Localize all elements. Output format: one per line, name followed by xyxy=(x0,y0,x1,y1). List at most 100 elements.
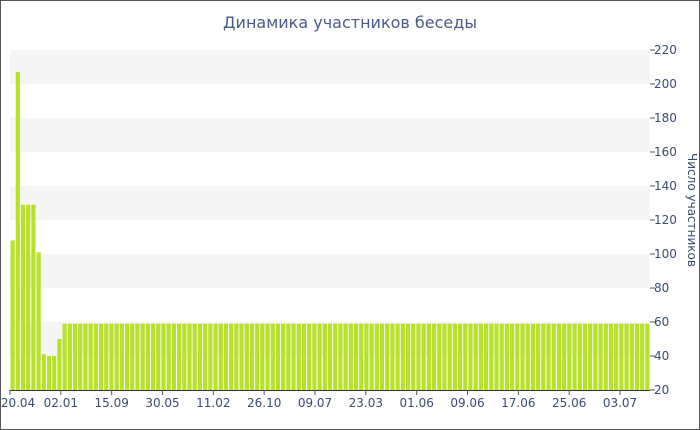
x-tick-label: 09.06 xyxy=(450,396,484,410)
bar xyxy=(130,323,135,390)
bar xyxy=(239,323,244,390)
bar xyxy=(197,323,203,390)
bar xyxy=(614,323,619,390)
bar xyxy=(83,323,88,390)
bar xyxy=(26,204,31,390)
chart-title: Динамика участников беседы xyxy=(223,13,477,32)
bar xyxy=(588,323,593,390)
bar xyxy=(291,323,296,390)
bars xyxy=(10,72,650,390)
bar xyxy=(270,323,275,390)
bar xyxy=(218,323,223,390)
bar xyxy=(171,323,176,390)
bar xyxy=(203,323,208,390)
bar xyxy=(484,323,489,390)
bar xyxy=(473,323,478,390)
bar xyxy=(229,323,234,390)
bar xyxy=(343,323,348,390)
x-tick-label: 23.03 xyxy=(349,396,383,410)
bar xyxy=(374,323,379,390)
bar xyxy=(598,323,603,390)
x-tick-label: 20.04 xyxy=(1,396,35,410)
bar xyxy=(520,323,525,390)
bar xyxy=(208,323,213,390)
bar xyxy=(10,240,15,390)
grid-band xyxy=(10,118,650,152)
x-ticks: 20.04 02.01 15.09 30.05 11.02 26.10 09.07 23.03… xyxy=(1,390,637,410)
bar xyxy=(41,354,46,390)
bar xyxy=(536,323,541,390)
x-tick-label: 15.09 xyxy=(94,396,128,410)
bar xyxy=(447,323,452,390)
y-tick-label: 200 xyxy=(654,77,677,91)
bar xyxy=(286,323,291,390)
x-tick-label: 03.07 xyxy=(603,396,637,410)
x-tick-label: 02.01 xyxy=(44,396,78,410)
bar xyxy=(463,323,468,390)
bar xyxy=(124,323,130,390)
background-bands xyxy=(10,50,650,356)
bar xyxy=(426,323,431,390)
bar xyxy=(333,323,338,390)
bar xyxy=(640,323,645,390)
bar xyxy=(322,323,327,390)
bar xyxy=(442,323,447,390)
y-tick-label: 100 xyxy=(654,247,677,261)
y-tick-label: 160 xyxy=(654,145,677,159)
bar xyxy=(582,323,588,390)
y-axis-label: Число участников xyxy=(685,153,699,267)
bar xyxy=(634,323,640,390)
bar xyxy=(52,356,57,390)
bar xyxy=(72,323,78,390)
bar xyxy=(223,323,229,390)
bar xyxy=(150,323,156,390)
bar xyxy=(562,323,567,390)
y-tick-label: 180 xyxy=(654,111,677,125)
bar xyxy=(645,323,650,390)
x-tick-label: 17.06 xyxy=(501,396,535,410)
y-tick-label: 40 xyxy=(654,349,669,363)
bar xyxy=(104,323,109,390)
y-tick-label: 20 xyxy=(654,383,669,397)
y-tick-label: 140 xyxy=(654,179,677,193)
bar xyxy=(572,323,577,390)
y-tick-label: 60 xyxy=(654,315,669,329)
bar xyxy=(400,323,405,390)
bar xyxy=(338,323,343,390)
grid-band xyxy=(10,254,650,288)
grid-band xyxy=(10,50,650,84)
bar xyxy=(161,323,166,390)
bar xyxy=(177,323,182,390)
bar xyxy=(67,323,72,390)
bar xyxy=(36,252,41,390)
bar xyxy=(593,323,598,390)
bar xyxy=(62,323,67,390)
bar xyxy=(255,323,260,390)
bar xyxy=(510,323,515,390)
x-tick-label: 25.06 xyxy=(552,396,586,410)
x-tick-label: 30.05 xyxy=(145,396,179,410)
bar xyxy=(494,323,499,390)
bar xyxy=(468,323,473,390)
bar xyxy=(234,323,239,390)
bar xyxy=(213,323,218,390)
bar xyxy=(109,323,114,390)
bar xyxy=(364,323,369,390)
bar xyxy=(530,323,536,390)
x-tick-label: 26.10 xyxy=(247,396,281,410)
x-tick-label: 09.07 xyxy=(298,396,332,410)
bar xyxy=(20,204,26,390)
bar xyxy=(327,323,333,390)
bar xyxy=(348,323,353,390)
bar xyxy=(577,323,582,390)
x-tick-label: 11.02 xyxy=(196,396,230,410)
bar xyxy=(275,323,281,390)
x-tick-label: 01.06 xyxy=(399,396,433,410)
y-tick-label: 220 xyxy=(654,43,677,57)
bar xyxy=(416,323,421,390)
bar xyxy=(192,323,197,390)
bar xyxy=(603,323,608,390)
bar xyxy=(515,323,520,390)
bar xyxy=(307,323,312,390)
bar xyxy=(546,323,551,390)
